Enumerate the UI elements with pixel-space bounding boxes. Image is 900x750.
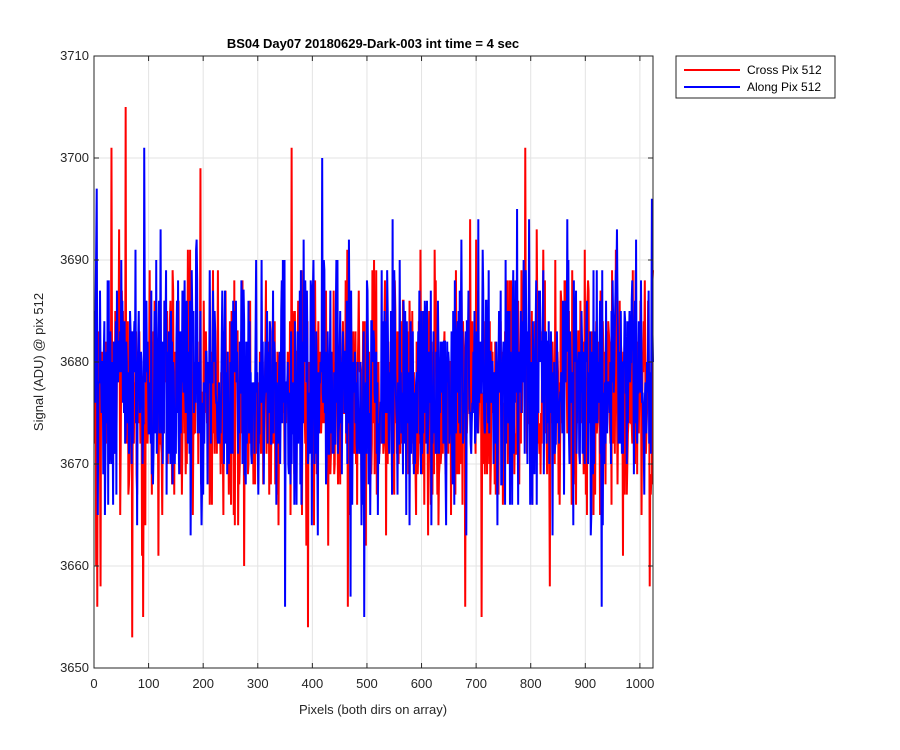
x-tick-label: 1000	[625, 676, 654, 691]
y-axis-label: Signal (ADU) @ pix 512	[31, 293, 46, 431]
x-axis-label: Pixels (both dirs on array)	[299, 702, 447, 717]
y-tick-label: 3690	[60, 252, 89, 267]
x-tick-label: 500	[356, 676, 378, 691]
y-tick-label: 3650	[60, 660, 89, 675]
chart-title: BS04 Day07 20180629-Dark-003 int time = …	[227, 36, 519, 51]
x-tick-label: 0	[90, 676, 97, 691]
x-tick-label: 100	[138, 676, 160, 691]
x-tick-label: 600	[411, 676, 433, 691]
y-tick-label: 3660	[60, 558, 89, 573]
x-tick-label: 800	[520, 676, 542, 691]
legend-label-along: Along Pix 512	[747, 80, 821, 94]
x-tick-label: 400	[302, 676, 324, 691]
y-tick-label: 3700	[60, 150, 89, 165]
series-line-along-pix	[93, 147, 654, 618]
plot-area	[93, 106, 654, 638]
x-tick-label: 300	[247, 676, 269, 691]
legend: Cross Pix 512 Along Pix 512	[675, 55, 836, 99]
x-tick-label: 700	[465, 676, 487, 691]
legend-box	[675, 55, 836, 99]
y-tick-label: 3670	[60, 456, 89, 471]
axis-ticks: 0 100 200 300 400 500 600 700 800 900 1000 3650 3660…	[60, 48, 654, 691]
x-tick-label: 900	[574, 676, 596, 691]
y-tick-label: 3680	[60, 354, 89, 369]
x-tick-label: 200	[192, 676, 214, 691]
y-tick-label: 3710	[60, 48, 89, 63]
legend-label-cross: Cross Pix 512	[747, 63, 822, 77]
